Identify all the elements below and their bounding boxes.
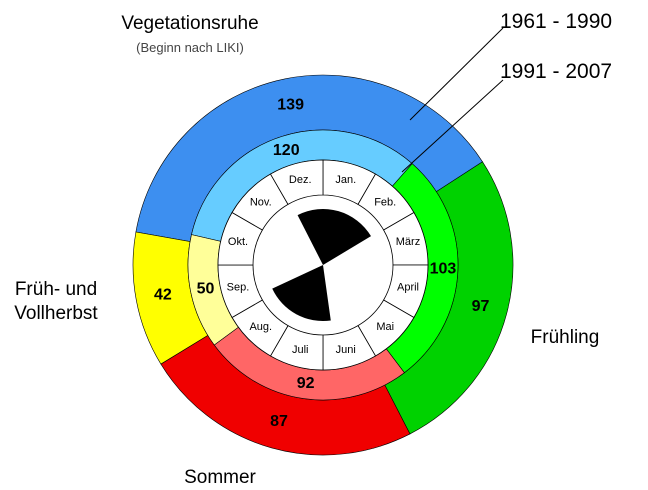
value-label: 103 [430,261,457,278]
month-label: Aug. [249,321,272,333]
season-label: Früh- und Vollherbst [14,279,98,324]
value-label: 120 [273,142,300,159]
legend-entry: 1991 - 2007 [500,60,613,83]
season-label: Sommer [184,467,256,488]
value-label: 92 [297,375,315,392]
value-label: 139 [277,96,304,113]
center-wedge [272,265,331,322]
month-label: Okt. [228,236,248,248]
value-label: 50 [197,280,215,297]
legend-pointer [401,79,504,173]
month-label: Juli [292,344,309,356]
month-label: Nov. [250,197,272,209]
season-label: Frühling [530,327,600,348]
month-label: Dez. [289,174,312,186]
value-label: 42 [154,287,172,304]
legend-entry: 1961 - 1990 [500,10,613,33]
month-label: Jan. [335,174,356,186]
month-label: Mai [376,321,394,333]
month-label: Feb. [374,197,396,209]
season-label: Vegetationsruhe [121,13,259,34]
month-label: Juni [336,344,356,356]
center-wedge [297,209,372,265]
month-label: April [397,282,419,294]
month-sector [269,159,324,205]
month-label: Sep. [227,282,250,294]
legend-pointer [409,27,504,121]
value-label: 97 [472,298,490,315]
annotation: (Beginn nach LIKI) [136,40,244,55]
month-label: März [396,236,420,248]
value-label: 87 [270,413,288,430]
